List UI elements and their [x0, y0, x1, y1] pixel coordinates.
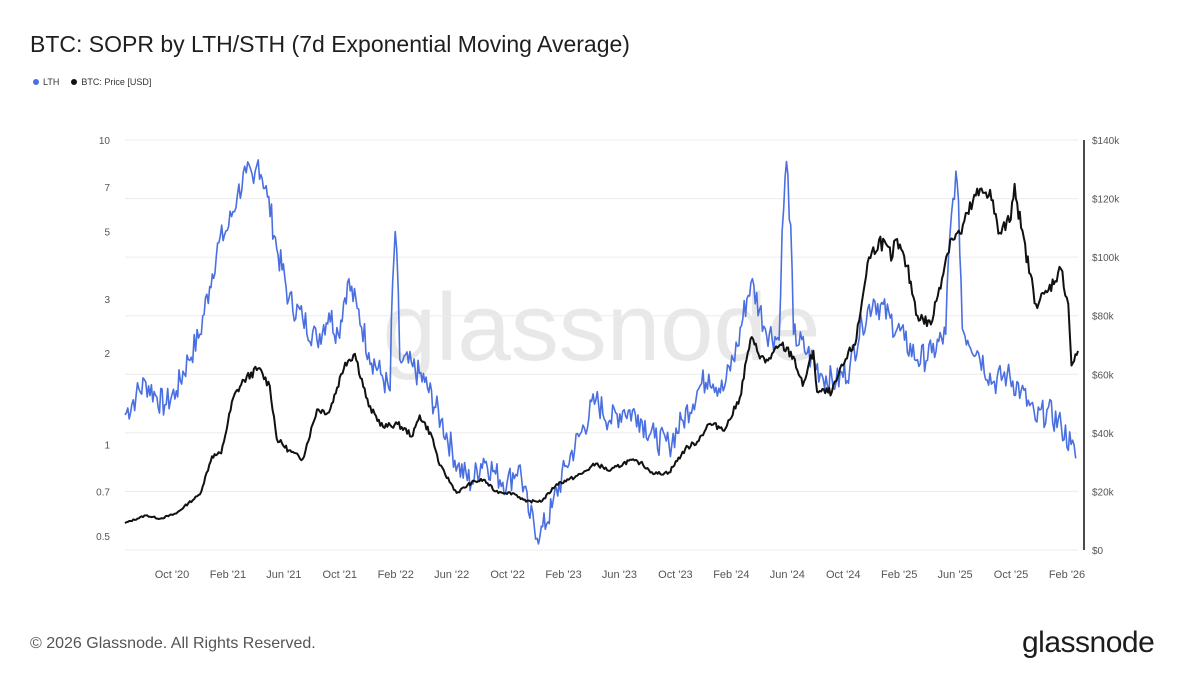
x-tick-label: Oct '20	[155, 569, 190, 581]
y-left-tick-label: 10	[99, 136, 111, 147]
y-right-tick-label: $80k	[1092, 312, 1115, 323]
x-tick-label: Oct '24	[826, 569, 861, 581]
legend-item-lth[interactable]: LTH	[33, 77, 59, 87]
y-left-tick-label: 1	[104, 440, 110, 451]
x-tick-label: Feb '23	[545, 569, 581, 581]
chart-legend: LTH BTC: Price [USD]	[33, 77, 163, 87]
y-left-tick-label: 5	[104, 228, 110, 239]
y-right-tick-label: $100k	[1092, 253, 1120, 264]
x-tick-label: Oct '22	[490, 569, 525, 581]
series-line-lth	[124, 159, 1077, 545]
legend-dot-lth-icon	[33, 79, 39, 85]
legend-item-btc-price[interactable]: BTC: Price [USD]	[71, 77, 151, 87]
y-left-tick-label: 7	[104, 183, 110, 194]
x-tick-label: Feb '25	[881, 569, 917, 581]
series-line-btc-price	[124, 182, 1079, 524]
x-tick-label: Oct '23	[658, 569, 693, 581]
x-tick-label: Oct '25	[994, 569, 1029, 581]
x-tick-label: Jun '22	[434, 569, 469, 581]
legend-label-lth: LTH	[43, 77, 60, 87]
y-right-tick-label: $40k	[1092, 429, 1115, 440]
legend-label-btc-price: BTC: Price [USD]	[81, 77, 152, 87]
y-left-tick-label: 0.5	[96, 532, 110, 543]
x-tick-label: Feb '21	[210, 569, 246, 581]
x-tick-label: Jun '21	[266, 569, 301, 581]
y-left-tick-label: 0.7	[96, 488, 110, 499]
chart-title: BTC: SOPR by LTH/STH (7d Exponential Mov…	[30, 31, 630, 57]
watermark: glassnode	[383, 274, 821, 381]
y-right-tick-label: $0	[1092, 546, 1104, 557]
glassnode-logo[interactable]: glassnode	[1022, 626, 1155, 659]
y-right-tick-label: $20k	[1092, 487, 1115, 498]
x-tick-label: Jun '25	[938, 569, 973, 581]
copyright-text: © 2026 Glassnode. All Rights Reserved.	[30, 635, 316, 652]
x-tick-label: Jun '23	[602, 569, 637, 581]
y-right-tick-label: $120k	[1092, 195, 1120, 206]
y-left-tick-label: 2	[104, 349, 110, 360]
x-tick-label: Feb '24	[713, 569, 749, 581]
y-left-tick-label: 3	[104, 295, 110, 306]
y-right-tick-label: $140k	[1092, 136, 1120, 147]
y-right-tick-label: $60k	[1092, 370, 1115, 381]
x-tick-label: Feb '26	[1049, 569, 1085, 581]
legend-dot-btc-price-icon	[71, 79, 78, 85]
x-tick-label: Feb '22	[378, 569, 414, 581]
x-tick-label: Oct '21	[323, 569, 358, 581]
x-tick-label: Jun '24	[770, 569, 805, 581]
